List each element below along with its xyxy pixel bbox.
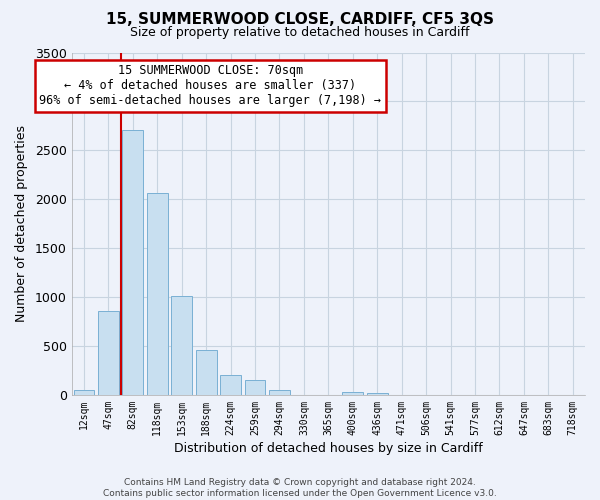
Bar	[269, 390, 290, 395]
Bar	[196, 350, 217, 395]
Bar	[343, 392, 363, 395]
Bar	[122, 130, 143, 395]
Text: 15, SUMMERWOOD CLOSE, CARDIFF, CF5 3QS: 15, SUMMERWOOD CLOSE, CARDIFF, CF5 3QS	[106, 12, 494, 28]
Bar	[245, 380, 265, 395]
Bar	[147, 194, 167, 395]
Bar	[171, 296, 192, 395]
Bar	[367, 393, 388, 395]
Bar	[98, 311, 119, 395]
Bar	[74, 390, 94, 395]
Text: Contains HM Land Registry data © Crown copyright and database right 2024.
Contai: Contains HM Land Registry data © Crown c…	[103, 478, 497, 498]
X-axis label: Distribution of detached houses by size in Cardiff: Distribution of detached houses by size …	[174, 442, 483, 455]
Text: Size of property relative to detached houses in Cardiff: Size of property relative to detached ho…	[130, 26, 470, 39]
Text: 15 SUMMERWOOD CLOSE: 70sqm
← 4% of detached houses are smaller (337)
96% of semi: 15 SUMMERWOOD CLOSE: 70sqm ← 4% of detac…	[39, 64, 381, 108]
Y-axis label: Number of detached properties: Number of detached properties	[15, 125, 28, 322]
Bar	[220, 375, 241, 395]
